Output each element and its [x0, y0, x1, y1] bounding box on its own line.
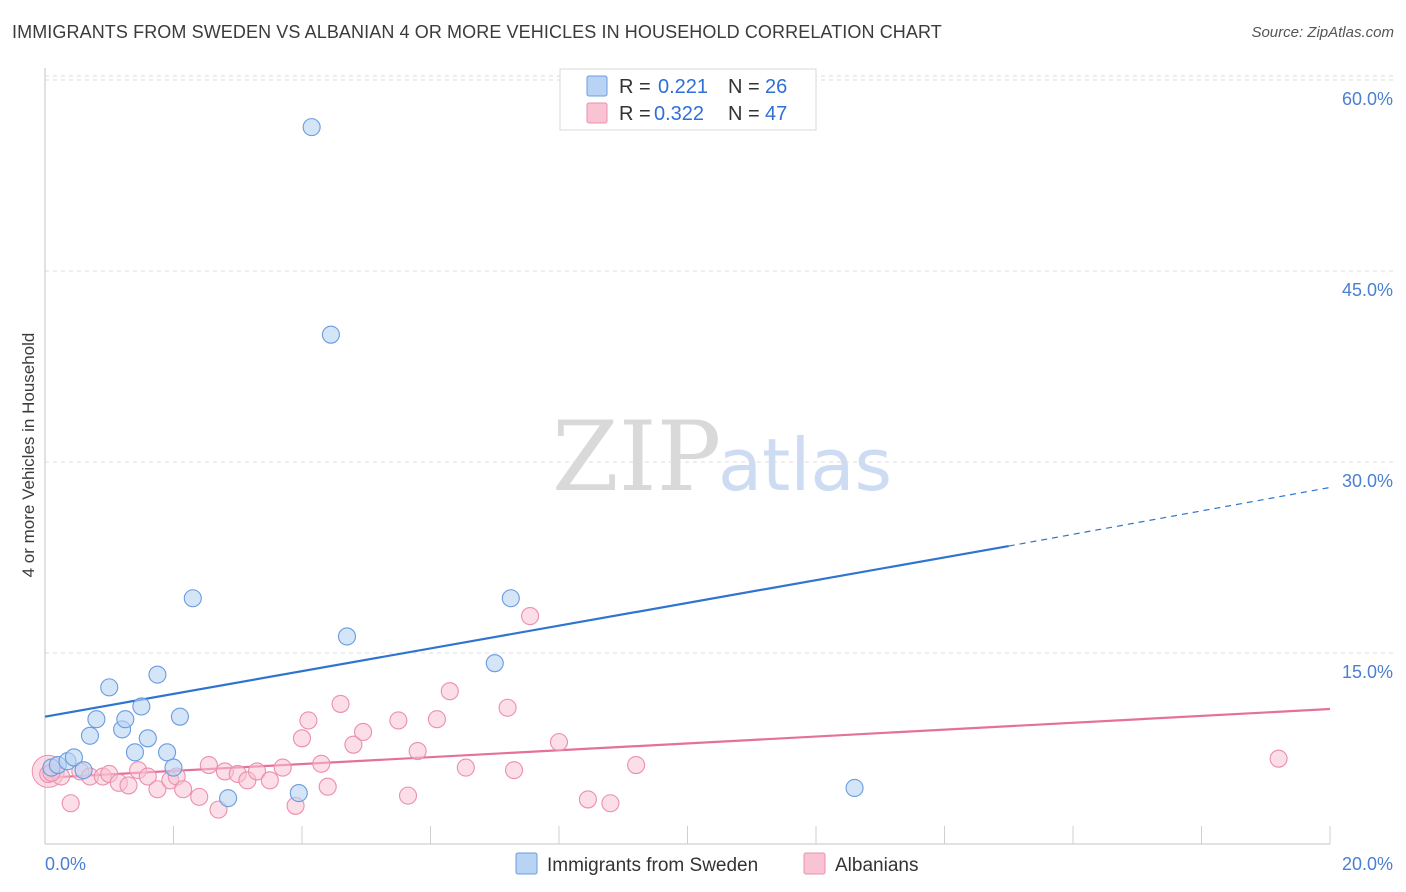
axes [44, 68, 1331, 845]
data-point-albanian [389, 711, 408, 730]
data-point-albanian [344, 735, 363, 754]
data-point-albanian [578, 790, 597, 809]
data-point-albanian [312, 754, 331, 773]
data-point-albanian [353, 722, 373, 741]
y-axis-title: 4 or more Vehicles in Household [19, 333, 38, 578]
bottom-legend-label-albanian: Albanians [835, 855, 918, 876]
y-tick-label: 45.0% [1342, 280, 1393, 300]
legend-n-label-albanian: N = [728, 103, 760, 125]
legend-r-label-sweden: R = [619, 76, 651, 98]
data-point-sweden [164, 758, 183, 777]
data-point-albanian [601, 794, 620, 813]
data-point-albanian [273, 758, 292, 777]
data-point-albanian [427, 710, 446, 729]
data-point-sweden [100, 678, 119, 697]
data-point-sweden [302, 118, 321, 137]
data-point-sweden [183, 589, 202, 608]
data-point-albanian [456, 758, 475, 777]
watermark-zip: ZIP [552, 401, 721, 513]
data-point-sweden [74, 761, 93, 780]
chart-title: IMMIGRANTS FROM SWEDEN VS ALBANIAN 4 OR … [12, 22, 942, 42]
data-point-albanian [1269, 749, 1288, 768]
bottom-legend-swatch-albanian [803, 852, 826, 875]
watermark-atlas: atlas [718, 423, 892, 507]
trend-line-sweden-extension [1008, 486, 1331, 547]
legend-r-value-sweden: 0.221 [658, 76, 708, 98]
data-point-albanian [498, 698, 517, 717]
data-point-albanian [504, 761, 524, 780]
data-point-albanian [190, 787, 209, 806]
legend-swatch-sweden [586, 75, 608, 97]
data-point-sweden [125, 743, 144, 762]
y-tick-label: 60.0% [1342, 89, 1393, 109]
data-point-sweden [132, 697, 151, 716]
data-point-albanian [521, 607, 540, 626]
data-point-sweden [219, 789, 238, 808]
bottom-legend-swatch-sweden [515, 852, 538, 875]
data-point-sweden [321, 325, 340, 344]
x-tick-label: 0.0% [45, 854, 86, 874]
data-point-sweden [80, 726, 100, 745]
data-point-sweden [148, 665, 167, 684]
data-point-albanian [61, 794, 80, 813]
data-points [31, 118, 1288, 819]
data-point-sweden [485, 654, 504, 673]
series-legend: Immigrants from Sweden Albanians [515, 852, 918, 876]
data-point-albanian [299, 711, 318, 730]
data-point-sweden [87, 710, 106, 729]
data-point-sweden [289, 784, 308, 803]
grid-lines [45, 75, 1393, 654]
legend-n-value-albanian: 47 [765, 103, 787, 125]
legend-n-label-sweden: N = [728, 76, 760, 98]
data-point-sweden [501, 589, 520, 608]
legend-n-value-sweden: 26 [765, 76, 787, 98]
bottom-legend-label-sweden: Immigrants from Sweden [547, 855, 758, 876]
data-point-albanian [148, 780, 167, 799]
data-point-sweden [64, 748, 83, 767]
data-point-albanian [138, 767, 157, 786]
y-tick-label: 15.0% [1342, 662, 1393, 682]
data-point-albanian [199, 756, 218, 775]
data-point-albanian [440, 682, 459, 701]
data-point-albanian [398, 786, 418, 805]
data-point-albanian [247, 762, 267, 781]
data-point-albanian [549, 733, 569, 752]
data-point-sweden [138, 729, 157, 748]
data-point-albanian [408, 741, 427, 761]
source-label: Source: ZipAtlas.com [1251, 24, 1394, 41]
data-point-albanian [331, 694, 350, 713]
legend-swatch-albanian [586, 102, 608, 124]
legend-r-label-albanian: R = [619, 103, 651, 125]
data-point-albanian [627, 756, 646, 775]
data-point-albanian [119, 776, 138, 795]
data-point-sweden [845, 778, 864, 798]
data-point-albanian [318, 777, 337, 796]
data-point-albanian [260, 771, 279, 790]
data-point-sweden [158, 743, 177, 762]
data-point-sweden [170, 707, 189, 726]
data-point-sweden [116, 710, 135, 729]
legend-r-value-albanian: 0.322 [654, 103, 704, 125]
x-tick-label: 20.0% [1342, 854, 1393, 874]
y-tick-label: 30.0% [1342, 471, 1393, 491]
stats-legend: R = 0.221 N = 26 R = 0.322 N = 47 [559, 68, 817, 131]
trend-line-sweden [44, 544, 1009, 718]
data-point-albanian [292, 729, 312, 748]
tick-labels: 15.0% 30.0% 45.0% 60.0% 0.0% 20.0% [45, 89, 1393, 874]
data-point-sweden [337, 627, 357, 646]
trend-lines [44, 486, 1331, 779]
data-point-albanian [174, 780, 193, 799]
